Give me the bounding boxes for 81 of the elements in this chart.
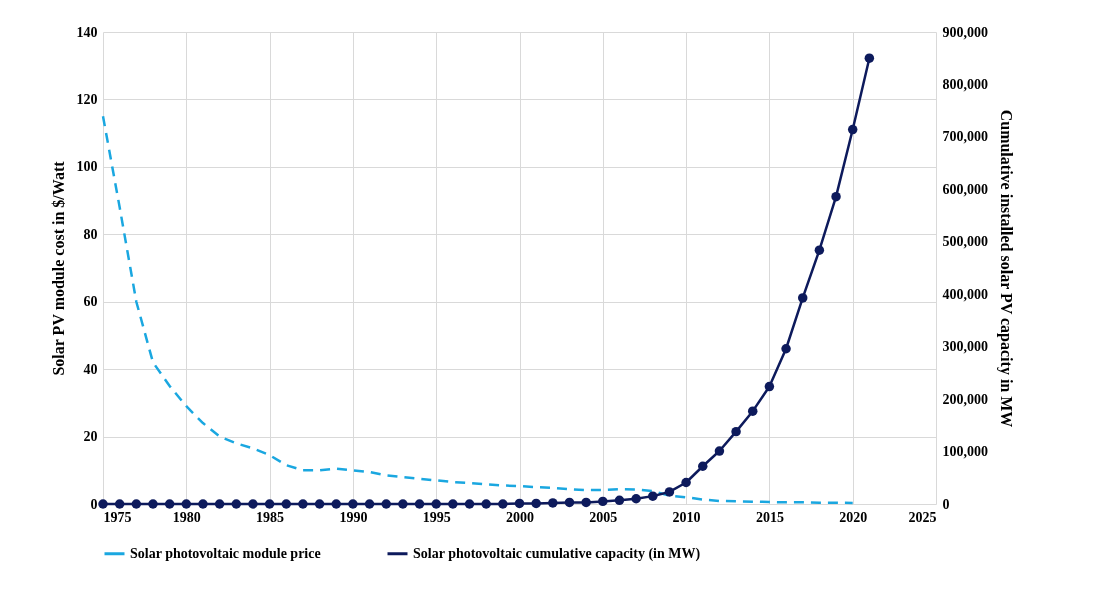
point xyxy=(498,499,508,509)
point xyxy=(698,461,708,471)
point xyxy=(864,53,875,63)
y-tick-label: 140 xyxy=(76,24,98,40)
point xyxy=(348,499,358,509)
x-tick-label: 2020 xyxy=(839,509,868,525)
point xyxy=(648,491,658,501)
point xyxy=(548,498,558,508)
point xyxy=(797,293,808,303)
x-tick-label: 1980 xyxy=(172,509,201,525)
y2-tick-label: 300,000 xyxy=(942,339,988,355)
point xyxy=(281,499,291,509)
point xyxy=(264,499,275,509)
point xyxy=(714,446,725,456)
y-tick-label: 80 xyxy=(83,226,98,242)
line-series xyxy=(101,115,854,505)
y2-tick-label: 900,000 xyxy=(942,24,988,40)
point xyxy=(448,499,458,509)
y-tick-label: 120 xyxy=(76,91,98,107)
y2-tick-label: 700,000 xyxy=(942,129,988,145)
point xyxy=(831,191,841,202)
legend-label: Solar photovoltaic cumulative capacity (in MW) xyxy=(413,545,701,562)
point xyxy=(214,499,225,509)
point xyxy=(514,498,525,509)
point xyxy=(364,499,375,509)
point xyxy=(148,499,158,509)
point xyxy=(331,499,341,509)
y2-tick-label: 500,000 xyxy=(942,234,988,250)
point xyxy=(98,499,108,509)
x-tick-label: 1995 xyxy=(422,509,451,525)
x-tick-label: 2000 xyxy=(506,509,534,525)
y-tick-label: 20 xyxy=(83,429,98,445)
point xyxy=(381,499,391,509)
y2-tick-label: 400,000 xyxy=(942,286,988,302)
x-tick-label: 2025 xyxy=(908,509,937,525)
y-tick-label: 60 xyxy=(83,294,98,310)
point xyxy=(198,499,208,509)
y2-tick-label: 0 xyxy=(942,496,950,512)
point xyxy=(231,499,242,509)
x-tick-label: 1985 xyxy=(256,509,285,525)
point xyxy=(298,499,308,509)
point xyxy=(131,499,142,509)
point xyxy=(114,499,125,509)
point xyxy=(731,426,741,437)
y2-tick-label: 800,000 xyxy=(942,76,988,92)
x-tick-label: 1990 xyxy=(339,509,368,525)
point xyxy=(781,344,791,354)
x-tick-label: 2005 xyxy=(589,509,618,525)
point xyxy=(814,245,825,255)
x-tick-label: 2010 xyxy=(672,509,701,525)
y2-tick-label: 100,000 xyxy=(942,444,988,460)
y-tick-label: 40 xyxy=(83,361,98,377)
y-tick-label: 0 xyxy=(90,496,98,512)
point xyxy=(481,499,491,509)
point xyxy=(764,381,775,392)
point xyxy=(847,124,858,135)
x-tick-label: 2015 xyxy=(755,509,784,525)
y2-tick-label: 200,000 xyxy=(942,391,988,407)
point xyxy=(598,496,608,507)
y-axis-title: Solar PV module cost in $/Watt xyxy=(49,160,67,376)
point xyxy=(398,499,408,509)
point xyxy=(248,499,258,509)
point xyxy=(564,497,575,508)
point xyxy=(181,499,192,509)
point xyxy=(664,487,675,497)
y2-axis-title: Cumulative installed solar PV capacity in MW xyxy=(997,109,1015,428)
point xyxy=(414,499,425,509)
y-tick-label: 100 xyxy=(76,159,98,175)
point xyxy=(631,494,641,504)
point xyxy=(314,499,325,509)
x-tick-label: 1975 xyxy=(103,509,132,525)
point xyxy=(531,498,541,509)
point xyxy=(748,406,758,416)
point xyxy=(164,499,175,509)
point xyxy=(681,477,691,488)
point xyxy=(431,499,441,509)
point xyxy=(614,495,625,506)
legend-label: Solar photovoltaic module price xyxy=(130,545,321,561)
point xyxy=(581,497,591,508)
point xyxy=(464,499,475,509)
y2-tick-label: 600,000 xyxy=(942,181,988,197)
